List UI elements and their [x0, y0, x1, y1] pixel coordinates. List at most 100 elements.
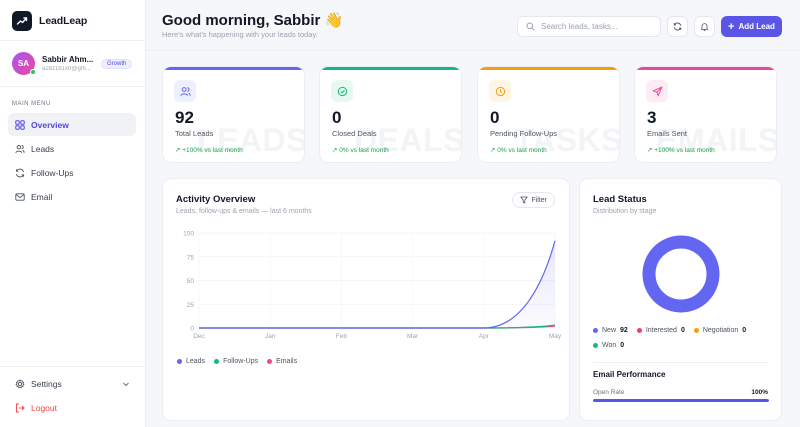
stat-accent-bar [478, 67, 619, 70]
header-divider [146, 50, 800, 51]
status-count: 92 [620, 327, 628, 334]
x-tick-label: Feb [336, 333, 348, 340]
add-lead-button[interactable]: + Add Lead [721, 16, 782, 37]
refresh-button[interactable] [667, 16, 688, 37]
settings-button[interactable]: Settings [8, 374, 136, 394]
status-count: 0 [620, 342, 625, 349]
legend-item-leads[interactable]: Leads [177, 358, 205, 365]
stat-value: 0 [332, 108, 342, 127]
avatar-initials: SA [17, 59, 30, 68]
notifications-button[interactable] [694, 16, 715, 37]
user-profile[interactable]: SA Sabbir Ahm... a28z1b1xrl@gm... Growth [12, 52, 138, 75]
section-divider [593, 362, 769, 363]
donut-slice-new[interactable] [642, 235, 720, 313]
status-label: Won [602, 342, 617, 349]
stat-value: 92 [175, 108, 194, 127]
users-icon [174, 80, 196, 102]
bell-icon [700, 23, 709, 31]
stat-label: Closed Deals [332, 129, 377, 138]
stat-card-total-leads: LEADS 92 Total Leads ↗ +100% vs last mon… [162, 66, 305, 163]
sidebar-divider [0, 40, 146, 41]
stat-card-emails-sent: EMAILS 3 Emails Sent ↗ +100% vs last mon… [634, 66, 777, 163]
legend-swatch [636, 328, 642, 333]
send-icon [646, 80, 668, 102]
stat-accent-bar [163, 67, 304, 70]
grid-icon [15, 119, 25, 130]
activity-overview-card: 0 25 50 75 100 Dec Jan Feb Mar Apr May Activity Ov… [162, 178, 570, 421]
stat-watermark: LEADS [197, 122, 305, 158]
lead-status-title: Lead Status [593, 194, 647, 205]
filter-button[interactable]: Filter [512, 192, 555, 208]
brand[interactable]: LeadLeap [12, 11, 87, 31]
legend-item-emails[interactable]: Emails [267, 358, 297, 365]
page-title: Good morning, Sabbir 👋 [162, 12, 344, 29]
users-icon [15, 144, 25, 153]
logout-button[interactable]: Logout [8, 398, 136, 418]
refresh-icon [673, 22, 682, 31]
status-negotiation: Negotiation 0 [693, 327, 746, 334]
sidebar: LeadLeap SA Sabbir Ahm... a28z1b1xrl@gm.… [0, 0, 146, 427]
user-email: a28z1b1xrl@gm... [42, 66, 91, 72]
status-label: Negotiation [702, 327, 739, 334]
main-nav: Overview Leads Follow-Ups Email [8, 113, 136, 209]
status-count: 0 [680, 327, 685, 334]
legend-item-follow-ups[interactable]: Follow-Ups [214, 358, 258, 365]
status-label: New [602, 327, 617, 334]
lead-status-card: Lead Status Distribution by stage New 92 … [579, 178, 782, 421]
brand-name: LeadLeap [39, 15, 88, 27]
add-lead-label: Add Lead [738, 22, 775, 31]
gear-icon [15, 379, 25, 389]
stat-watermark: TASKS [514, 122, 620, 158]
stat-watermark: EMAILS [656, 122, 777, 158]
stat-change: ↗ +100% vs last month [647, 147, 715, 154]
y-tick-label: 100 [183, 231, 194, 238]
sidebar-divider [0, 366, 146, 367]
stat-value: 0 [490, 108, 500, 127]
x-tick-label: Jan [265, 333, 276, 340]
status-new: New 92 [593, 327, 628, 334]
logout-icon [16, 403, 25, 413]
x-tick-label: May [549, 333, 562, 340]
lead-status-donut-chart [642, 235, 720, 313]
search-input[interactable] [541, 22, 651, 31]
page-subtitle: Here's what's happening with your leads … [162, 30, 318, 39]
status-interested: Interested 0 [636, 327, 685, 334]
stat-change: ↗ 0% vs last month [490, 147, 547, 154]
stat-label: Emails Sent [647, 129, 688, 138]
menu-section-label: MAIN MENU [12, 101, 51, 107]
legend-swatch [214, 359, 220, 364]
stat-change: ↗ +100% vs last month [175, 147, 243, 154]
activity-title: Activity Overview [176, 194, 256, 205]
lead-status-legend: New 92 Interested 0 Negotiation 0 Won 0 [593, 327, 773, 357]
legend-swatch [593, 343, 598, 348]
sidebar-item-email[interactable]: Email [8, 185, 136, 208]
stat-accent-bar [320, 67, 461, 70]
sidebar-item-leads[interactable]: Leads [8, 137, 136, 160]
legend-swatch [267, 359, 273, 364]
y-tick-label: 25 [187, 302, 195, 309]
clock-icon [489, 80, 511, 102]
mail-icon [15, 192, 25, 201]
stat-change: ↗ 0% vs last month [332, 147, 389, 154]
open-rate-progress-fill [593, 399, 769, 402]
sidebar-item-overview[interactable]: Overview [8, 113, 136, 136]
plan-badge: Growth [101, 58, 133, 69]
leads-area [199, 240, 555, 328]
settings-label: Settings [31, 379, 62, 389]
y-tick-label: 75 [187, 254, 195, 261]
stat-value: 3 [647, 108, 657, 127]
plus-icon: + [728, 20, 735, 33]
legend-label: Follow-Ups [223, 358, 259, 365]
legend-label: Leads [186, 358, 206, 365]
search-icon [526, 22, 535, 31]
sidebar-divider [0, 86, 146, 87]
filter-icon [520, 196, 529, 204]
search-box[interactable] [517, 16, 661, 37]
sidebar-item-follow-ups[interactable]: Follow-Ups [8, 161, 136, 184]
status-won: Won 0 [593, 342, 624, 349]
sidebar-item-label: Overview [31, 119, 69, 130]
activity-subtitle: Leads, follow-ups & emails — last 6 mont… [176, 208, 312, 215]
online-status-dot [30, 69, 36, 75]
legend-swatch [593, 328, 598, 333]
email-performance-title: Email Performance [593, 370, 666, 379]
